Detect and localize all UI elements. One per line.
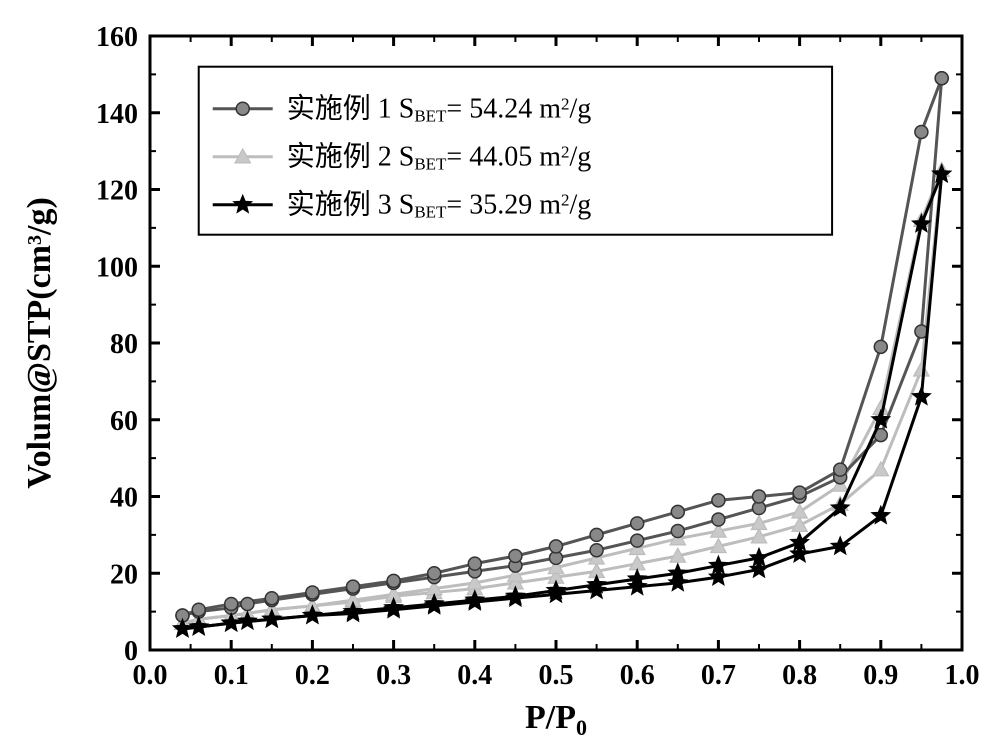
series-example-1-marker <box>631 517 644 530</box>
series-example-1-marker <box>712 513 725 526</box>
series-example-1-marker <box>468 557 481 570</box>
series-example-1-marker <box>793 486 806 499</box>
series-example-1-marker <box>874 340 887 353</box>
series-example-1-marker <box>590 544 603 557</box>
x-tick-label: 0.8 <box>782 660 817 691</box>
x-tick-label: 0.5 <box>539 660 574 691</box>
x-tick-label: 0.4 <box>457 660 492 691</box>
series-example-1-marker <box>590 528 603 541</box>
series-example-1-marker <box>192 603 205 616</box>
x-tick-label: 0.6 <box>620 660 655 691</box>
series-example-1-marker <box>428 567 441 580</box>
series-example-1-marker <box>347 580 360 593</box>
chart-figure: 0.00.10.20.30.40.50.60.70.80.91.00204060… <box>0 0 1000 747</box>
series-example-1-marker <box>509 549 522 562</box>
series-example-1-marker <box>915 125 928 138</box>
y-tick-label: 100 <box>96 252 138 283</box>
x-tick-label: 0.3 <box>376 660 411 691</box>
x-tick-label: 0.9 <box>863 660 898 691</box>
series-example-1-marker <box>671 505 684 518</box>
y-tick-label: 140 <box>96 99 138 130</box>
series-example-1-marker <box>265 592 278 605</box>
y-tick-label: 60 <box>110 406 138 437</box>
y-tick-label: 20 <box>110 559 138 590</box>
series-example-1-marker <box>550 540 563 553</box>
series-example-1-marker <box>241 597 254 610</box>
series-example-1-marker <box>712 494 725 507</box>
y-tick-label: 0 <box>124 636 138 667</box>
series-example-1-marker <box>753 490 766 503</box>
x-tick-label: 0.2 <box>295 660 330 691</box>
y-tick-label: 120 <box>96 176 138 207</box>
legend-swatch-marker <box>236 102 249 115</box>
x-tick-label: 0.1 <box>214 660 249 691</box>
series-example-1-marker <box>306 586 319 599</box>
y-tick-label: 40 <box>110 483 138 514</box>
x-tick-label: 0.7 <box>701 660 736 691</box>
x-tick-label: 1.0 <box>945 660 980 691</box>
series-example-1-marker <box>671 525 684 538</box>
y-tick-label: 80 <box>110 329 138 360</box>
series-example-1-marker <box>834 463 847 476</box>
y-tick-label: 160 <box>96 22 138 53</box>
series-example-1-marker <box>631 534 644 547</box>
series-example-1-marker <box>935 72 948 85</box>
series-example-1-marker <box>225 597 238 610</box>
chart-svg: 0.00.10.20.30.40.50.60.70.80.91.00204060… <box>0 0 1000 747</box>
series-example-1-marker <box>387 574 400 587</box>
